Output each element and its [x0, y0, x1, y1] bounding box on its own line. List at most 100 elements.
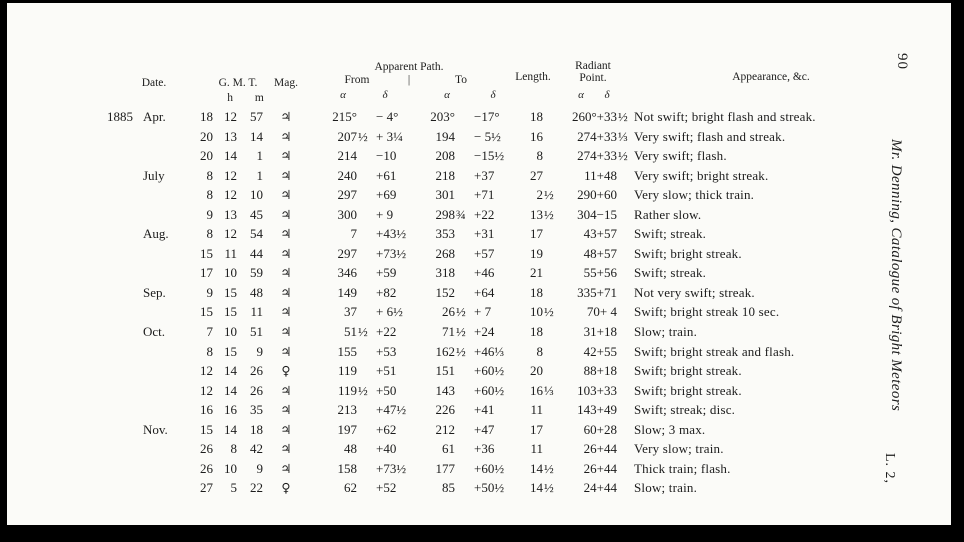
to-ra-fraction	[455, 420, 467, 440]
radiant-value: 11+48	[584, 167, 617, 183]
radiant-value: 274+33	[577, 128, 617, 144]
date-month	[135, 205, 181, 225]
gmt-minutes: 22	[250, 480, 263, 496]
from-dec: +40	[376, 441, 397, 457]
table-row: 15 11 44 ♃ 297 +73½ 268 +57 19 48+57 Swift; bright…	[95, 244, 911, 264]
length-value: 11	[530, 441, 543, 457]
mag-symbol: ♃	[280, 284, 292, 300]
radiant-value: 24+44	[583, 480, 617, 496]
to-dec: +41	[474, 402, 495, 418]
length-fraction	[543, 224, 557, 244]
length-fraction: ½	[544, 480, 554, 496]
mag-symbol: ♃	[280, 402, 292, 418]
gmt-hours: 14	[224, 148, 237, 164]
appearance-text: Very swift; flash.	[634, 148, 727, 164]
radiant-value: 304−15	[577, 206, 617, 222]
date-year	[95, 224, 135, 244]
radiant-value: 43+57	[583, 226, 617, 242]
from-ra: 158	[337, 460, 358, 476]
gmt-minutes: 1	[256, 167, 264, 183]
to-ra: 203°	[430, 109, 455, 124]
table-row: 26 10 9 ♃ 158 +73½ 177 +60½ 14 ½ 26+44 Thick train;…	[95, 459, 911, 479]
to-dec: +60½	[474, 382, 505, 398]
date-day: 9	[206, 206, 214, 222]
gmt-hours: 5	[230, 480, 238, 496]
header-hour-unit: h	[227, 92, 233, 104]
header-radiant-line2: Point.	[579, 71, 607, 84]
length-fraction	[543, 166, 557, 186]
gmt-minutes: 11	[250, 304, 263, 320]
radiant-value: 335+71	[577, 284, 617, 300]
date-year	[95, 146, 135, 166]
to-ra: 26	[442, 304, 455, 320]
header-radiant-delta: δ	[604, 89, 610, 101]
to-dec: +46	[474, 265, 495, 281]
to-dec: − 5½	[474, 128, 501, 144]
radiant-fraction	[617, 439, 631, 459]
date-day: 27	[200, 480, 213, 496]
radiant-fraction	[617, 420, 631, 440]
date-month	[135, 381, 181, 401]
gmt-hours: 14	[224, 421, 237, 437]
from-ra: 149	[337, 284, 358, 300]
table-row: 9 13 45 ♃ 300 + 9 298 ¾ +22 13 ½ 304−15 Rather slow.	[95, 205, 911, 225]
length-fraction: ½	[544, 187, 554, 203]
header-from-delta: δ	[382, 89, 388, 101]
date-year	[95, 263, 135, 283]
from-ra: 48	[344, 441, 357, 457]
table-row: 12 14 26 ♀ 119 +51 151 +60½ 20 88+18 Swift; bright…	[95, 361, 911, 381]
gmt-hours: 13	[224, 206, 237, 222]
mag-symbol: ♃	[280, 226, 292, 242]
date-year	[95, 478, 135, 498]
length-value: 14	[530, 480, 543, 496]
to-dec: +57	[474, 245, 495, 261]
table-row: 20 14 1 ♃ 214 −10 208 −15½ 8 274+33 ½ Very swift; f…	[95, 146, 911, 166]
from-dec: +53	[376, 343, 397, 359]
length-value: 8	[536, 148, 544, 164]
from-ra-fraction	[357, 342, 369, 362]
radiant-fraction	[617, 400, 631, 420]
appearance-text: Swift; bright streak and flash.	[634, 343, 795, 359]
from-dec: +69	[376, 187, 397, 203]
header-apparent-path: Apparent Path.	[374, 61, 444, 73]
radiant-value: 26+44	[583, 441, 617, 457]
mag-symbol: ♃	[280, 265, 292, 281]
from-dec: +50	[376, 382, 397, 398]
from-dec: +73½	[376, 460, 407, 476]
header-path-divider: |	[407, 74, 411, 86]
to-ra-fraction	[455, 166, 467, 186]
to-ra-fraction: ½	[456, 343, 466, 359]
gmt-minutes: 59	[250, 265, 263, 281]
to-ra-fraction	[455, 107, 467, 127]
radiant-fraction	[617, 185, 631, 205]
date-day: 15	[200, 421, 213, 437]
gmt-minutes: 9	[256, 343, 264, 359]
header-mag: Mag.	[274, 77, 298, 89]
length-value: 18	[530, 324, 543, 340]
gmt-hours: 14	[224, 382, 237, 398]
date-month: Nov.	[143, 421, 168, 437]
date-month	[135, 146, 181, 166]
from-ra-fraction	[357, 439, 369, 459]
table-body: 1885 Apr. 18 12 57 ♃ 215° − 4° 203° −17° 18 260°+33…	[95, 107, 911, 498]
radiant-fraction: ½	[618, 109, 628, 124]
from-dec: + 6½	[376, 304, 403, 320]
length-value: 20	[530, 363, 543, 379]
to-ra: 85	[442, 480, 455, 496]
from-ra-fraction	[357, 244, 369, 264]
from-ra: 207	[337, 128, 358, 144]
appearance-text: Very slow; train.	[634, 441, 724, 457]
length-fraction	[543, 263, 557, 283]
gmt-hours: 15	[224, 284, 237, 300]
to-ra-fraction	[455, 439, 467, 459]
length-value: 16	[530, 382, 543, 398]
from-dec: +51	[376, 363, 397, 379]
date-year	[95, 342, 135, 362]
signature-mark: L. 2,	[882, 453, 897, 485]
from-ra-fraction	[357, 107, 369, 127]
date-month	[135, 342, 181, 362]
to-ra: 152	[435, 284, 456, 300]
date-year	[95, 322, 135, 342]
header-radiant-point: Radiant Point.	[555, 60, 631, 84]
